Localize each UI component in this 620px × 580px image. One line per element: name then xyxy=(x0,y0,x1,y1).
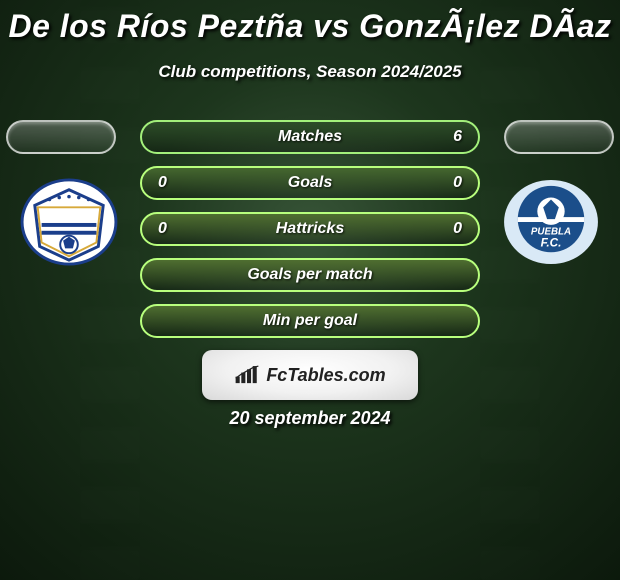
right-club-badge: PUEBLA F.C. xyxy=(502,178,600,266)
stat-label: Hattricks xyxy=(198,220,422,238)
stat-row: 0Hattricks0 xyxy=(140,212,480,246)
comparison-card: De los Ríos Peztña vs GonzÃ¡lez DÃ­az Cl… xyxy=(0,0,620,580)
stat-left-value: 0 xyxy=(158,220,198,238)
pachuca-shield-icon xyxy=(20,178,118,266)
stat-label: Goals xyxy=(198,174,422,192)
stat-label: Min per goal xyxy=(198,312,422,330)
stat-label: Matches xyxy=(198,128,422,146)
puebla-shield-icon: PUEBLA F.C. xyxy=(502,178,600,266)
fctables-brand[interactable]: FcTables.com xyxy=(202,350,418,400)
page-title: De los Ríos Peztña vs GonzÃ¡lez DÃ­az xyxy=(0,8,620,45)
stat-left-value: 0 xyxy=(158,174,198,192)
stat-right-value: 0 xyxy=(422,220,462,238)
bar-chart-icon xyxy=(234,364,260,386)
stat-right-value: 0 xyxy=(422,174,462,192)
stat-label: Goals per match xyxy=(198,266,422,284)
date-label: 20 september 2024 xyxy=(0,408,620,429)
left-player-silhouette-cap xyxy=(6,120,116,154)
right-player-silhouette-cap xyxy=(504,120,614,154)
brand-label: FcTables.com xyxy=(266,365,385,386)
stat-row: Matches6 xyxy=(140,120,480,154)
stat-right-value: 6 xyxy=(422,128,462,146)
stat-row: Goals per match xyxy=(140,258,480,292)
stat-row: 0Goals0 xyxy=(140,166,480,200)
page-subtitle: Club competitions, Season 2024/2025 xyxy=(0,62,620,82)
left-club-badge xyxy=(20,178,118,266)
stat-row: Min per goal xyxy=(140,304,480,338)
svg-text:F.C.: F.C. xyxy=(541,236,562,249)
